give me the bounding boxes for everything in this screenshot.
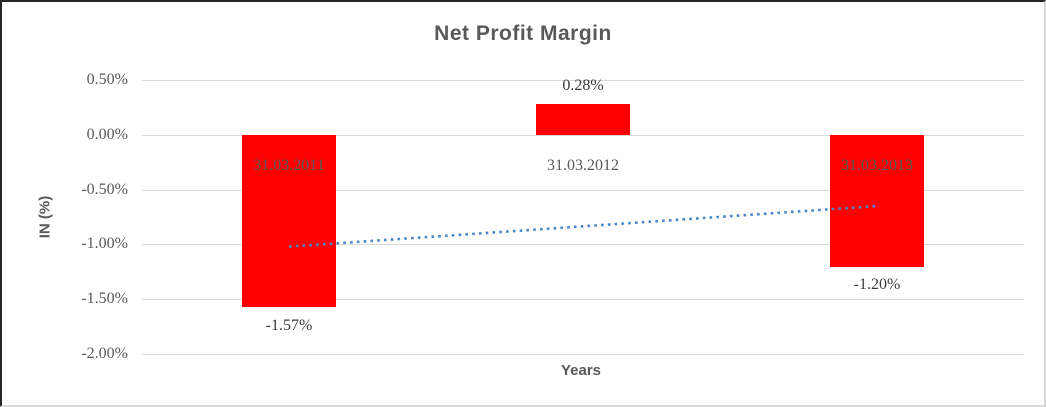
- data-label: 0.28%: [562, 77, 604, 94]
- y-tick-label: -1.00%: [81, 235, 128, 252]
- category-label: 31.03.2013: [841, 157, 913, 174]
- bar-31.03.2013: [830, 135, 924, 267]
- y-tick-label: -0.50%: [81, 181, 128, 198]
- gridline: [142, 354, 1024, 355]
- gridline: [142, 135, 1024, 136]
- category-label: 31.03.2012: [547, 157, 619, 174]
- trendline-path: [288, 204, 878, 248]
- y-tick-label: 0.00%: [86, 126, 128, 143]
- x-axis-title: Years: [560, 362, 602, 379]
- data-label: -1.20%: [853, 276, 901, 293]
- chart-title: Net Profit Margin: [434, 22, 612, 45]
- y-tick-label: -2.00%: [81, 345, 128, 362]
- data-label: -1.57%: [265, 317, 313, 334]
- gridline: [142, 190, 1024, 191]
- gridline: [142, 80, 1024, 81]
- y-tick-label: 0.50%: [86, 71, 128, 88]
- category-label: 31.03.2011: [253, 157, 325, 174]
- gridline: [142, 299, 1024, 300]
- y-axis-title: IN (%): [36, 195, 54, 239]
- y-tick-label: -1.50%: [81, 290, 128, 307]
- bar-31.03.2012: [536, 104, 630, 135]
